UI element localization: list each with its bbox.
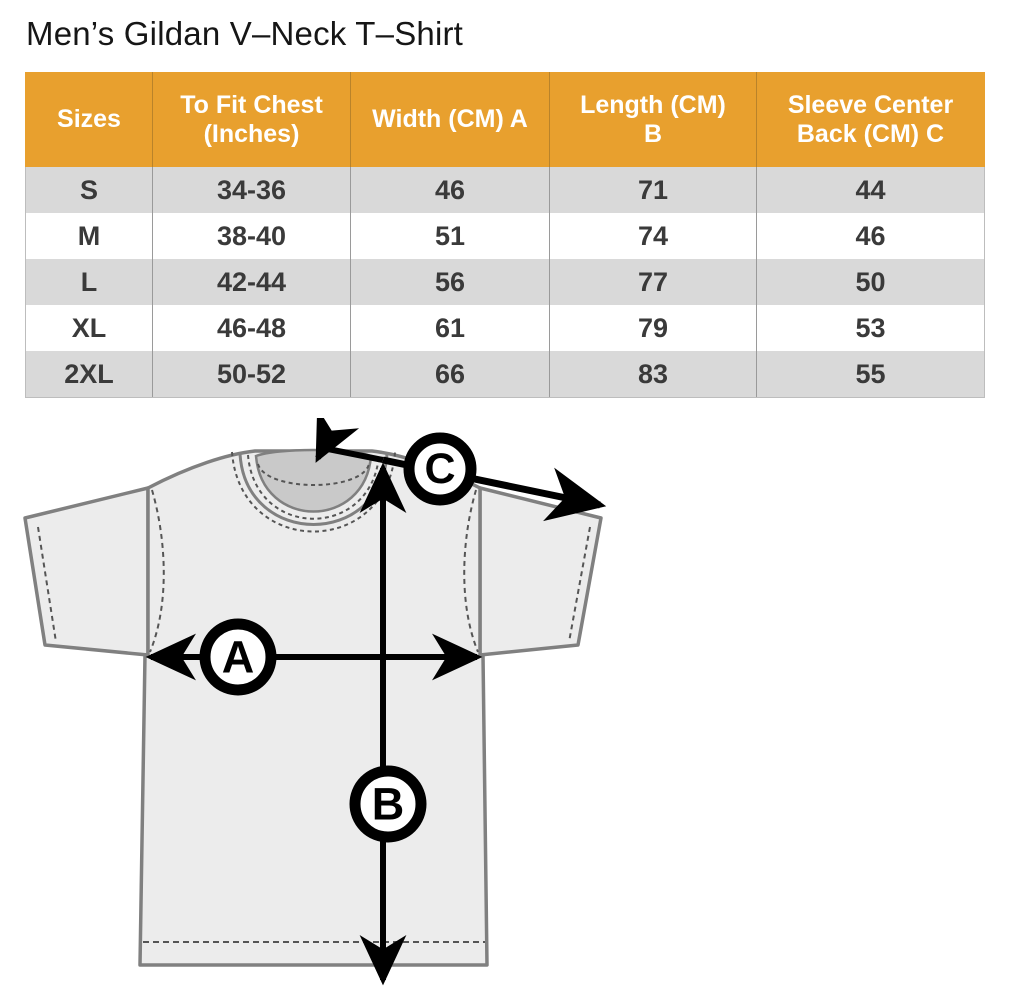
column-header-chest-line1: To Fit Chest <box>180 90 323 119</box>
table-row: M 38-40 51 74 46 <box>25 213 985 259</box>
table-row: 2XL 50-52 66 83 55 <box>25 351 985 398</box>
column-header-chest: To Fit Chest (Inches) <box>152 72 351 167</box>
cell-length: 74 <box>549 213 757 259</box>
cell-size: 2XL <box>25 351 153 398</box>
header-row: Sizes To Fit Chest (Inches) Width (CM) A… <box>25 72 985 167</box>
table-row: L 42-44 56 77 50 <box>25 259 985 305</box>
cell-width: 56 <box>350 259 550 305</box>
column-header-sleeve-line1: Sleeve Center <box>787 90 954 119</box>
cell-width: 51 <box>350 213 550 259</box>
column-header-length-line2: B <box>643 119 663 148</box>
cell-sleeve: 55 <box>756 351 985 398</box>
column-header-chest-line2: (Inches) <box>203 119 300 148</box>
table-row: S 34-36 46 71 44 <box>25 167 985 213</box>
size-chart-table: Sizes To Fit Chest (Inches) Width (CM) A… <box>25 72 985 398</box>
collar-stitch-outer <box>231 451 396 533</box>
size-chart-container: Sizes To Fit Chest (Inches) Width (CM) A… <box>25 72 985 398</box>
table-row: XL 46-48 61 79 53 <box>25 305 985 351</box>
cell-length: 83 <box>549 351 757 398</box>
page-title: Men’s Gildan V–Neck T–Shirt <box>26 15 464 52</box>
cell-chest: 50-52 <box>152 351 351 398</box>
table-header: Sizes To Fit Chest (Inches) Width (CM) A… <box>25 72 985 167</box>
cell-width: 46 <box>350 167 550 213</box>
cell-size: XL <box>25 305 153 351</box>
marker-c: C <box>403 432 477 506</box>
column-header-sizes-line1: Sizes <box>57 105 121 133</box>
cell-width: 66 <box>350 351 550 398</box>
column-header-sleeve: Sleeve Center Back (CM) C <box>756 72 985 167</box>
column-header-length-line1: Length (CM) <box>580 90 726 119</box>
cell-chest: 38-40 <box>152 213 351 259</box>
cell-sleeve: 53 <box>756 305 985 351</box>
table-body: S 34-36 46 71 44 M 38-40 51 74 46 L 42-4… <box>25 167 985 398</box>
marker-b: B <box>349 765 427 843</box>
cell-sleeve: 44 <box>756 167 985 213</box>
column-header-sleeve-line2: Back (CM) C <box>796 119 945 148</box>
sleeve-measure-arrow-left <box>315 418 384 463</box>
cell-sleeve: 50 <box>756 259 985 305</box>
tshirt-measurement-diagram: A B C <box>0 418 1018 1007</box>
cell-length: 71 <box>549 167 757 213</box>
column-header-sizes: Sizes <box>25 72 153 167</box>
column-header-width-line1: Width (CM) A <box>372 105 528 133</box>
collar-stitch-mid <box>247 454 380 520</box>
cell-length: 79 <box>549 305 757 351</box>
cell-chest: 42-44 <box>152 259 351 305</box>
cell-sleeve: 46 <box>756 213 985 259</box>
cell-size: S <box>25 167 153 213</box>
right-sleeve-hem-stitch <box>568 526 591 643</box>
cell-length: 77 <box>549 259 757 305</box>
marker-a: A <box>199 618 277 696</box>
column-header-width: Width (CM) A <box>350 72 550 167</box>
cell-chest: 34-36 <box>152 167 351 213</box>
marker-a-label: A <box>222 632 255 683</box>
left-sleeve <box>23 486 150 657</box>
left-sleeve-hem-stitch <box>37 526 57 643</box>
marker-b-label: B <box>372 779 405 830</box>
cell-size: L <box>25 259 153 305</box>
tshirt-body <box>138 449 489 967</box>
marker-c-label: C <box>424 445 455 493</box>
cell-size: M <box>25 213 153 259</box>
cell-width: 61 <box>350 305 550 351</box>
column-header-length: Length (CM) B <box>549 72 757 167</box>
cell-chest: 46-48 <box>152 305 351 351</box>
tshirt-illustration <box>23 448 603 967</box>
